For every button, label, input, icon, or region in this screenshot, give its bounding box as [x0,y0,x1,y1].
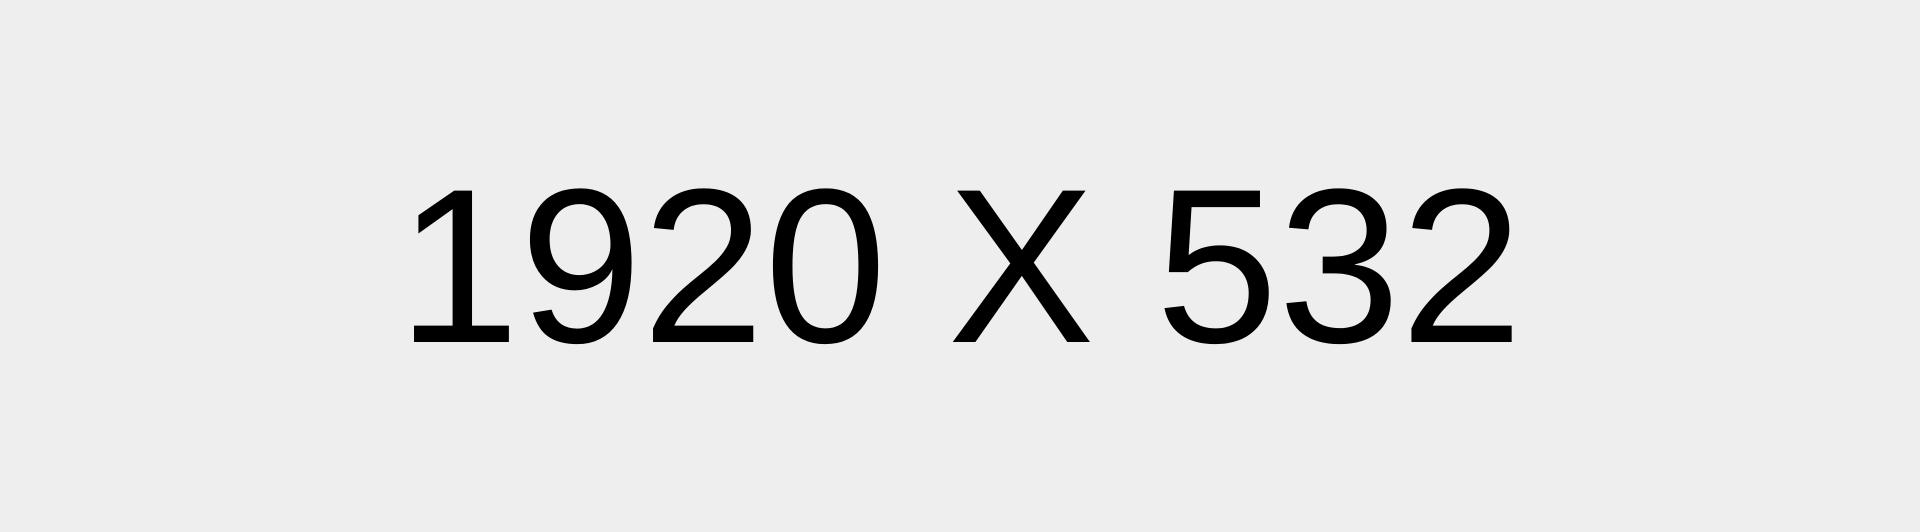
dimension-label: 1920 X 532 [397,143,1523,389]
placeholder-canvas: 1920 X 532 [397,143,1523,389]
